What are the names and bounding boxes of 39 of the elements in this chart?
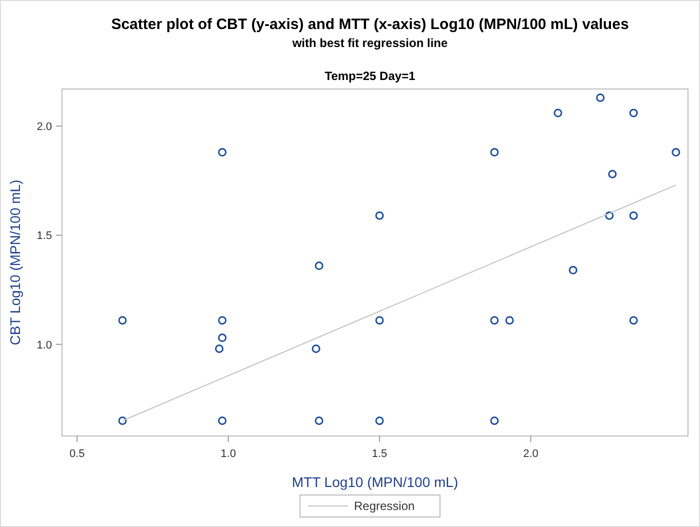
point [629,211,638,220]
point [596,93,605,102]
point [490,148,499,157]
x-tick-label: 2.0 [523,448,538,460]
point [314,416,324,425]
point [218,334,227,342]
point [375,416,384,425]
x-tick-label: 0.5 [69,448,85,460]
point [375,316,384,325]
y-tick-label: 2.0 [36,121,52,134]
point [118,316,127,325]
point [554,108,562,118]
y-tick-label: 1.0 [36,339,52,352]
text: Temp=25 Day=1 [324,69,416,83]
point [490,316,499,325]
point [118,416,127,425]
chart-subtitle: with best fit regression line [291,36,448,50]
point [629,316,638,325]
y-axis-title: CBT Log10 (MPN/100 mL) [7,180,23,346]
point [375,211,384,220]
point [568,266,578,274]
x-tick-label: 1.5 [372,448,388,460]
point [490,416,499,425]
point [672,148,680,157]
point [629,108,638,118]
point [605,211,614,220]
point [218,416,227,425]
point [608,170,617,178]
point [505,316,514,325]
legend-label: Regression [354,499,415,513]
point [312,344,320,353]
point [218,148,227,157]
x-axis-title: MTT Log10 (MPN/100 mL) [292,474,458,490]
x-tick-label: 1.0 [220,448,236,460]
chart-title: Scatter plot of CBT (y-axis) and MTT (x-axis) Log10 (MPN/100 mL) values [111,16,629,33]
point [218,316,227,325]
y-tick-label: 1.5 [36,230,52,242]
point [215,344,224,353]
point [314,262,324,270]
